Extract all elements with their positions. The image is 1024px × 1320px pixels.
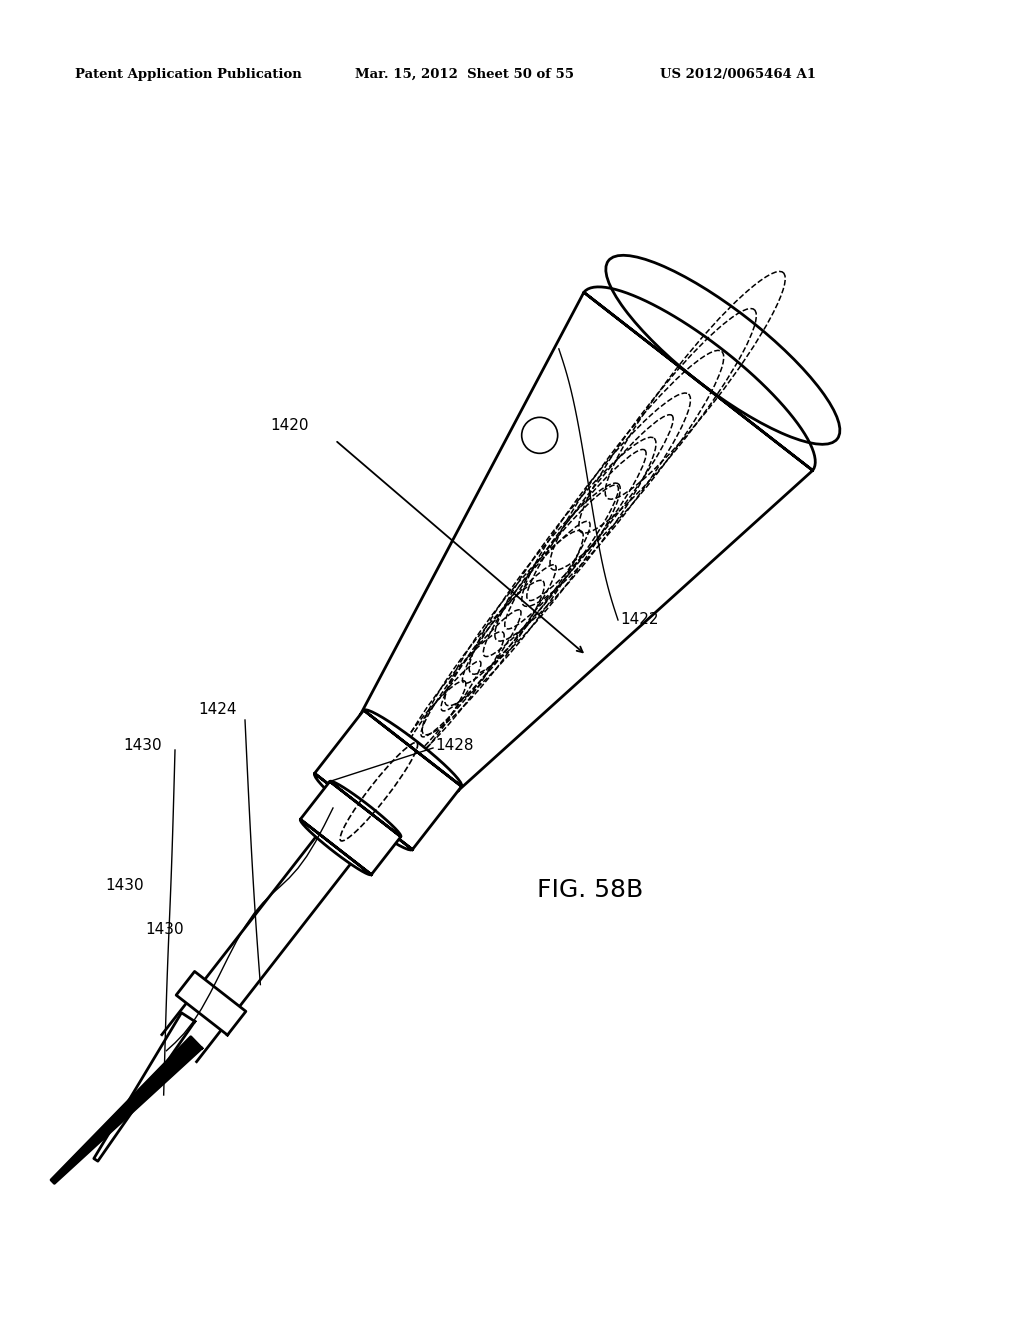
Text: 1422: 1422 xyxy=(620,612,658,627)
Text: 1430: 1430 xyxy=(335,797,374,813)
Text: US 2012/0065464 A1: US 2012/0065464 A1 xyxy=(660,69,816,81)
Text: 1424: 1424 xyxy=(199,702,238,718)
Polygon shape xyxy=(359,286,815,793)
Polygon shape xyxy=(314,710,462,850)
Polygon shape xyxy=(51,1036,202,1183)
Polygon shape xyxy=(94,1012,195,1162)
Text: Mar. 15, 2012  Sheet 50 of 55: Mar. 15, 2012 Sheet 50 of 55 xyxy=(355,69,574,81)
Text: 1420: 1420 xyxy=(270,417,309,433)
Text: Patent Application Publication: Patent Application Publication xyxy=(75,69,302,81)
Polygon shape xyxy=(176,972,246,1035)
Text: 1430: 1430 xyxy=(105,878,144,892)
Text: 1430: 1430 xyxy=(145,923,184,937)
Polygon shape xyxy=(162,833,353,1061)
Text: FIG. 58B: FIG. 58B xyxy=(537,878,643,902)
Text: 1428: 1428 xyxy=(435,738,473,752)
Text: 1430: 1430 xyxy=(124,738,163,752)
Polygon shape xyxy=(300,781,400,875)
